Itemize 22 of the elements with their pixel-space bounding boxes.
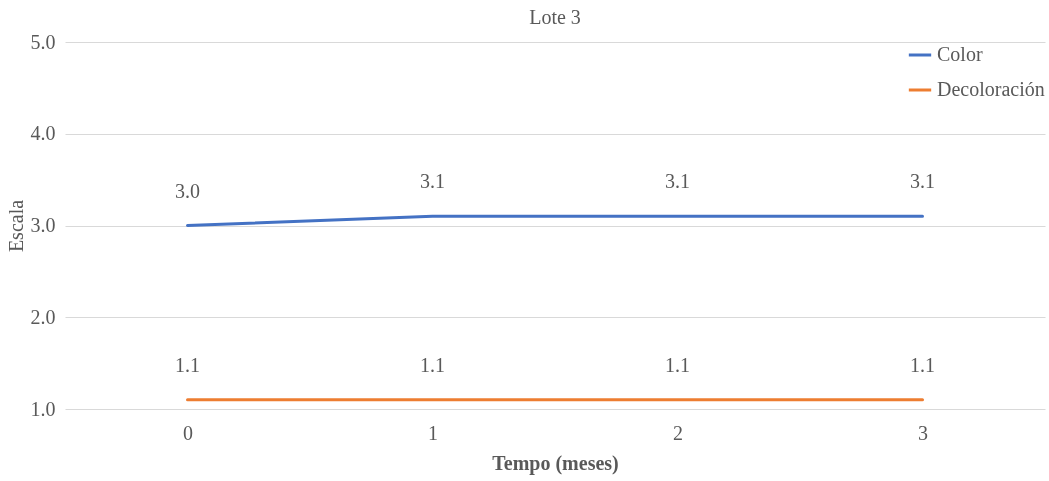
x-tick-label: 0: [183, 421, 193, 444]
x-tick-label: 1: [428, 421, 438, 444]
y-axis-title: Escala: [4, 199, 27, 253]
legend-label: Decoloración: [937, 78, 1045, 100]
data-label: 1.1: [665, 353, 690, 376]
y-tick-label: 1.0: [30, 397, 56, 420]
data-label: 1.1: [175, 353, 200, 376]
x-axis-title: Tempo (meses): [492, 451, 619, 475]
y-tick-label: 5.0: [30, 30, 56, 53]
y-tick-label: 2.0: [30, 305, 56, 328]
data-label: 3.1: [910, 170, 935, 193]
x-tick-label: 3: [918, 421, 928, 444]
x-tick-label: 2: [673, 421, 683, 444]
data-label: 3.1: [665, 170, 690, 193]
legend-label: Color: [937, 43, 983, 65]
y-tick-label: 4.0: [30, 122, 56, 145]
data-label: 1.1: [910, 353, 935, 376]
chart-title: Lote 3: [529, 6, 581, 28]
data-label: 3.0: [175, 179, 200, 202]
data-label: 1.1: [420, 353, 445, 376]
data-label: 3.1: [420, 170, 445, 193]
y-tick-label: 3.0: [30, 214, 56, 236]
